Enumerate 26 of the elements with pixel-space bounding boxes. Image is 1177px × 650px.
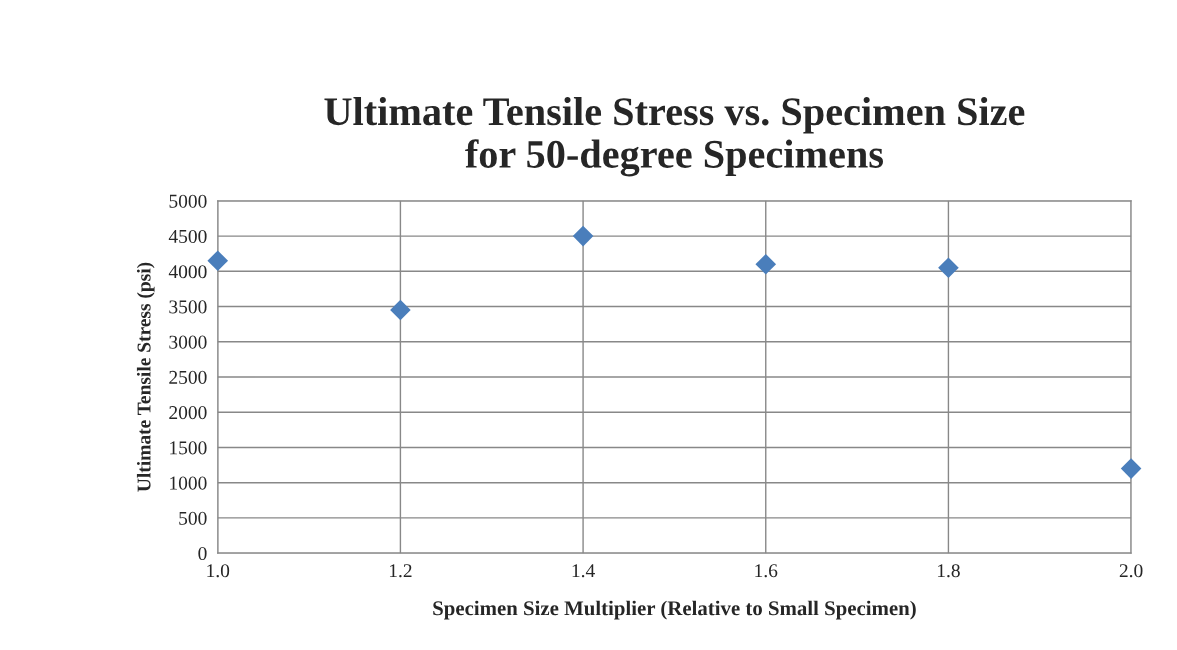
y-tick-label: 0	[198, 546, 207, 561]
x-tick-label: 1.2	[389, 564, 412, 578]
point	[207, 250, 229, 272]
y-tick-label: 5000	[169, 194, 207, 208]
y-tick-label: 2500	[169, 370, 207, 384]
chart-title: Ultimate Tensile Stress vs. Specimen Size for 50-degree Specimens	[324, 96, 1025, 177]
y-tick-label: 3000	[169, 335, 207, 349]
x-tick-label: 1.6	[755, 564, 778, 578]
point	[572, 225, 594, 247]
y-tick-label: 1500	[170, 441, 207, 455]
y-tick-label: 4000	[168, 265, 207, 279]
y-tick-label: 500	[179, 511, 207, 525]
y-tick-label: 1000	[170, 476, 207, 490]
x-tick-label: 1.0	[207, 564, 230, 578]
point	[1120, 458, 1142, 479]
y-axis-title: Ultimate Tensile Stress (psi)	[136, 262, 155, 492]
point	[938, 257, 959, 279]
x-tick-label: 1.4	[572, 564, 595, 578]
x-tick-label: 2.0	[1119, 564, 1143, 578]
y-tick-label: 2000	[169, 406, 207, 420]
y-tick-label: 4500	[168, 229, 207, 244]
y-tick-label: 3500	[169, 300, 207, 314]
point	[390, 299, 411, 321]
x-tick-label: 1.8	[937, 564, 960, 578]
point	[755, 253, 777, 275]
x-axis-title: Specimen Size Multiplier (Relative to Small Specimen)	[433, 600, 916, 620]
